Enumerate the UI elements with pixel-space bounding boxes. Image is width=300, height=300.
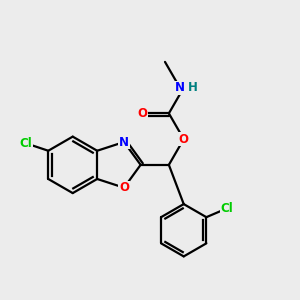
Text: Cl: Cl — [221, 202, 234, 215]
Text: O: O — [138, 107, 148, 120]
Text: O: O — [119, 181, 129, 194]
Text: O: O — [179, 133, 189, 146]
Text: Cl: Cl — [20, 137, 32, 150]
Text: H: H — [188, 81, 198, 94]
Text: N: N — [175, 81, 185, 94]
Text: N: N — [119, 136, 129, 148]
